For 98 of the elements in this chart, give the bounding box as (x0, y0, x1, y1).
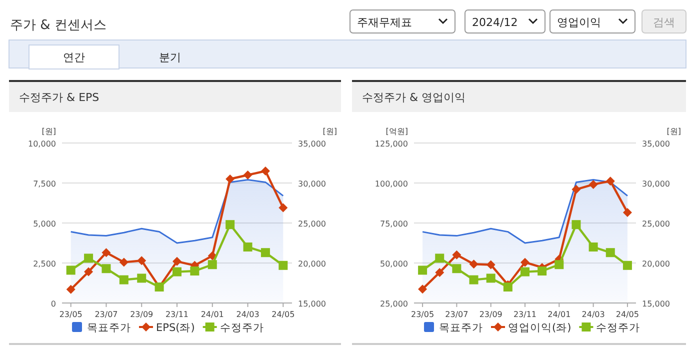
y-tick-label: 125,000 (374, 140, 408, 148)
point (572, 220, 581, 230)
y-tick-label: 25,000 (380, 300, 408, 308)
point (84, 267, 94, 276)
point (260, 248, 270, 258)
x-tick-label: 23/05 (59, 310, 82, 319)
point (172, 267, 182, 276)
y-tick-label: 10,000 (28, 140, 56, 148)
point (226, 174, 235, 184)
point (278, 260, 288, 270)
y-tick-label: 75,000 (380, 220, 408, 228)
point (260, 166, 270, 176)
dropdown: 2024/12 (464, 10, 546, 34)
x-tick-label: 24/05 (272, 310, 295, 319)
legend-label: 수정주가 (596, 322, 640, 334)
chart-title: 수정주가 & 영업이익 (362, 91, 466, 104)
point (503, 282, 512, 292)
legend-label: 목표주가 (87, 322, 131, 334)
y-tick-label: 100,000 (374, 180, 408, 188)
point (435, 268, 444, 277)
x-tick-label: 24/05 (616, 310, 639, 319)
x-tick-label: 23/11 (513, 310, 537, 319)
point (452, 264, 462, 274)
point (137, 256, 146, 266)
point (486, 274, 496, 283)
y-axis-title: [억원] (386, 127, 408, 136)
y2-tick-label: 25,000 (642, 220, 670, 228)
x-tick-label: 23/09 (479, 310, 502, 319)
text: 연간 (63, 51, 85, 64)
y-tick-label: 2,500 (33, 260, 56, 268)
point (119, 258, 128, 267)
point (469, 260, 478, 269)
y2-axis-title: [원] (666, 127, 681, 136)
y2-tick-label: 25,000 (298, 220, 326, 228)
point (66, 266, 76, 275)
point (172, 256, 182, 266)
point (190, 266, 200, 276)
x-tick-label: 24/03 (236, 310, 260, 319)
point (435, 254, 444, 263)
point (119, 275, 128, 284)
y2-tick-label: 15,000 (642, 300, 670, 308)
x-tick-label: 23/07 (445, 310, 468, 319)
x-tick-label: 24/01 (200, 310, 224, 319)
point (137, 274, 146, 283)
x-tick-label: 24/03 (582, 310, 605, 319)
point (588, 180, 598, 189)
point (520, 267, 530, 276)
dropdown: 주재무제표 (350, 10, 456, 34)
page-header: 주가 & 컨센서스 주재무제표 2024/12 영업이익 검색 (10, 10, 686, 34)
legend-label: EPS(좌) (156, 322, 195, 334)
y-tick-label: 7,500 (33, 180, 56, 188)
legend-label: 목표주가 (439, 322, 483, 334)
point (243, 242, 252, 252)
point (572, 184, 581, 194)
y2-tick-label: 35,000 (642, 140, 670, 148)
point (606, 176, 615, 186)
y2-tick-label: 20,000 (642, 260, 670, 268)
x-tick-label: 23/05 (411, 310, 434, 319)
y-tick-label: 50,000 (380, 260, 408, 268)
y2-tick-label: 35,000 (298, 140, 326, 148)
y2-tick-label: 30,000 (642, 180, 670, 188)
x-tick-label: 23/09 (130, 310, 154, 319)
point (622, 260, 632, 270)
point (226, 220, 235, 230)
point (469, 275, 478, 284)
point (622, 208, 632, 217)
point (418, 266, 428, 275)
y-tick-label: 5,000 (33, 220, 56, 228)
x-tick-label: 23/11 (165, 310, 189, 319)
y-tick-label: 0 (50, 300, 56, 308)
legend-label: 영업이익(좌) (508, 322, 572, 334)
point (84, 254, 94, 263)
y2-tick-label: 15,000 (298, 300, 326, 308)
point (278, 203, 288, 212)
chart-title: 수정주가 & EPS (19, 91, 100, 104)
y2-tick-label: 20,000 (298, 260, 326, 268)
legend-label: 수정주가 (220, 322, 264, 334)
y-axis-title: [원] (42, 127, 56, 136)
x-tick-label: 23/07 (94, 310, 118, 319)
point (208, 260, 217, 270)
point (554, 260, 564, 270)
y2-tick-label: 30,000 (298, 180, 326, 188)
point (418, 284, 428, 294)
y2-axis-title: [원] (322, 127, 337, 136)
point (520, 258, 530, 267)
point (606, 248, 615, 258)
point (102, 264, 111, 274)
point (452, 250, 462, 260)
text: 분기 (159, 51, 181, 64)
point (538, 266, 547, 276)
point (102, 248, 111, 258)
dropdown: 영업이익 (550, 10, 636, 34)
point (66, 284, 76, 294)
button: 검색 (642, 10, 686, 34)
point (486, 260, 496, 270)
point (243, 170, 252, 180)
point (588, 242, 598, 252)
x-tick-label: 24/01 (548, 310, 571, 319)
